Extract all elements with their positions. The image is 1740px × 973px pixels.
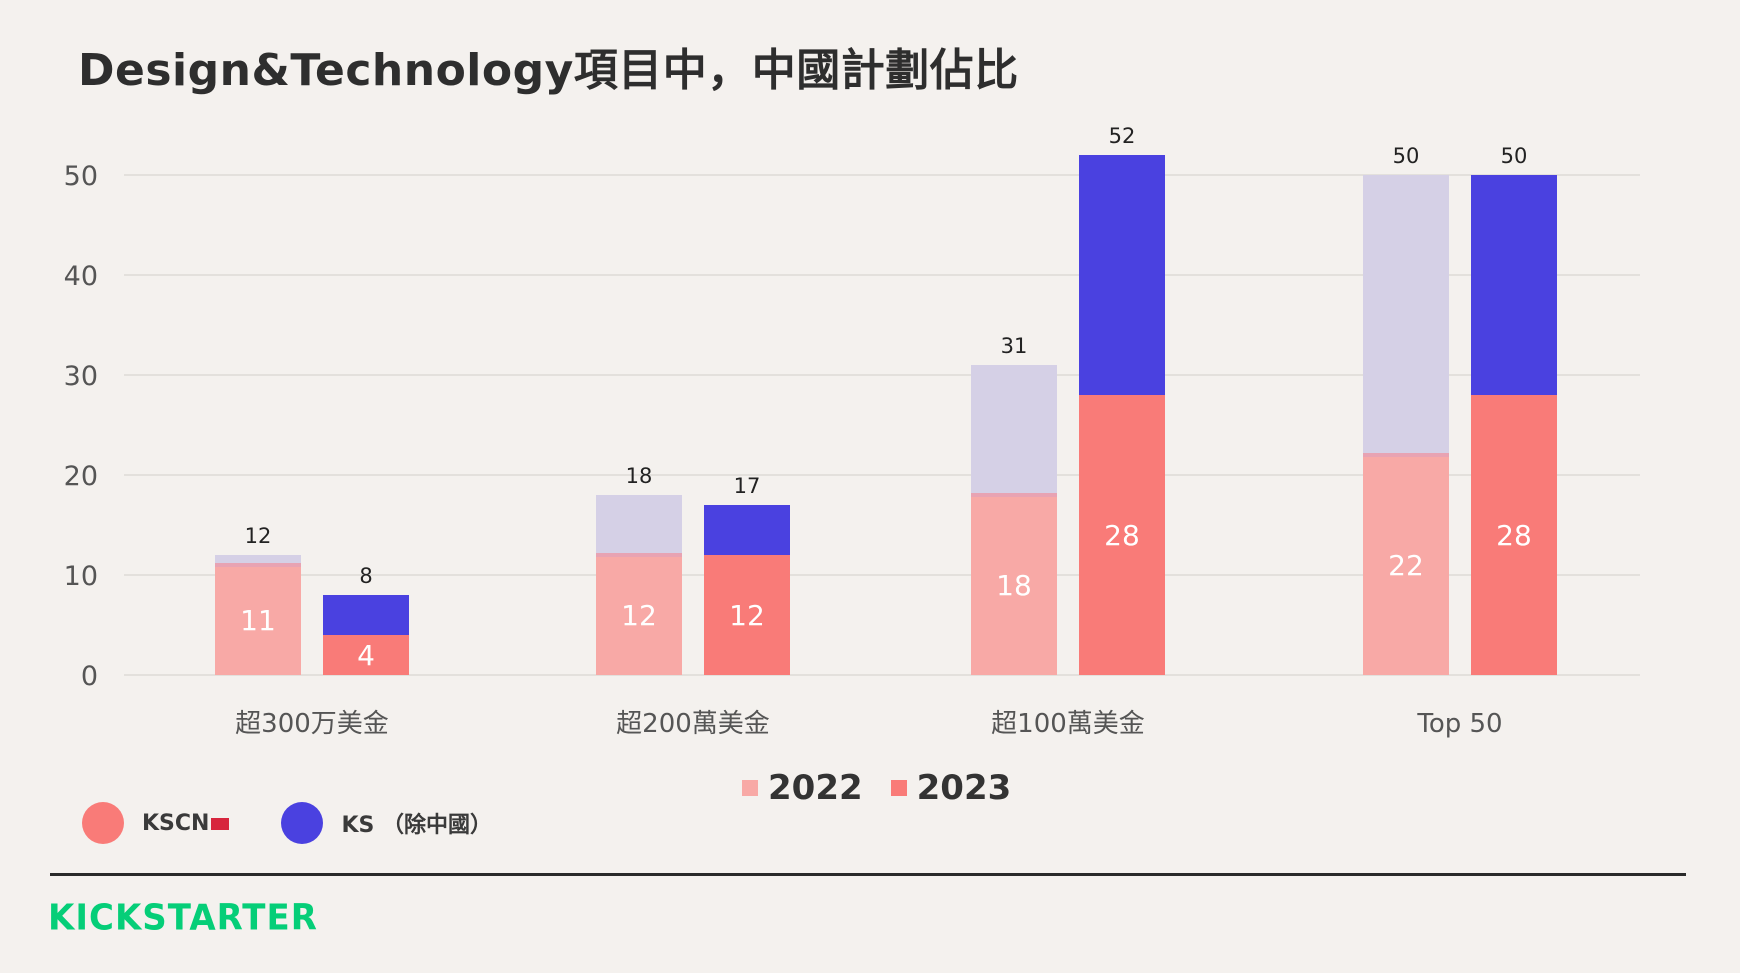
- footer-divider: [50, 873, 1686, 876]
- bar-segment-kscn: [704, 555, 790, 675]
- x-category-label: Top 50: [1416, 709, 1502, 739]
- legend-label-2023: 2023: [916, 768, 1012, 808]
- legend-item-kscn: KSCN: [82, 802, 230, 844]
- bar-value-label-kscn: 12: [621, 599, 657, 632]
- bar-segment-kscn: [1471, 395, 1557, 675]
- bar-value-label-kscn: 28: [1496, 519, 1532, 552]
- bar-segment-divider: [596, 553, 682, 557]
- bar-segment-ks: [1363, 175, 1449, 455]
- china-flag-icon: [211, 817, 230, 830]
- kickstarter-logo: KICKSTARTER: [48, 897, 318, 939]
- bar-segment-ks: [971, 365, 1057, 495]
- bar-total-label: 50: [1501, 144, 1528, 168]
- bar-value-label-kscn: 22: [1388, 549, 1424, 582]
- legend-label-2022: 2022: [768, 768, 863, 808]
- bar-value-label-kscn: 12: [729, 599, 765, 632]
- bar-segment-kscn: [215, 565, 301, 675]
- bar-total-label: 8: [359, 564, 372, 588]
- bar-total-label: 17: [734, 474, 761, 498]
- y-tick-label: 10: [64, 561, 98, 592]
- bar-value-label-kscn: 28: [1104, 519, 1140, 552]
- y-tick-label: 40: [64, 261, 98, 292]
- bar-segment-kscn: [1363, 455, 1449, 675]
- bar-total-label: 18: [626, 464, 653, 488]
- y-tick-label: 30: [64, 361, 98, 392]
- legend-swatch-2022: [742, 780, 758, 796]
- bar-segment-divider: [971, 493, 1057, 497]
- legend-label-ks: KS （除中國）: [341, 813, 493, 838]
- bar-segment-ks: [215, 555, 301, 565]
- bar-segment-kscn: [1079, 395, 1165, 675]
- legend-item-2022: 2022: [742, 768, 863, 808]
- kscn-dot-icon: [82, 802, 124, 844]
- bar-segment-divider: [1363, 453, 1449, 457]
- legend-item-ks: KS （除中國）: [281, 802, 492, 844]
- x-category-label: 超200萬美金: [616, 709, 770, 739]
- bar-segment-kscn: [596, 555, 682, 675]
- y-tick-label: 50: [64, 161, 98, 192]
- legend-item-2023: 2023: [890, 768, 1012, 808]
- bar-segment-ks: [596, 495, 682, 555]
- region-legend: KSCN KS （除中國）: [82, 802, 492, 844]
- chart-title: Design&Technology項目中，中國計劃佔比: [78, 45, 1019, 96]
- x-category-label: 超300万美金: [235, 709, 389, 739]
- bar-segment-divider: [215, 563, 301, 567]
- x-category-label: 超100萬美金: [991, 709, 1145, 739]
- bar-segment-ks: [323, 595, 409, 635]
- y-tick-label: 0: [81, 661, 98, 692]
- bar-segment-kscn: [971, 495, 1057, 675]
- year-legend: 2022 2023: [742, 768, 1011, 808]
- bar-total-label: 12: [245, 524, 272, 548]
- bar-segment-ks: [704, 505, 790, 555]
- legend-swatch-2023: [890, 780, 907, 796]
- ks-dot-icon: [281, 802, 324, 844]
- bar-total-label: 50: [1393, 144, 1420, 168]
- bar-total-label: 31: [1001, 334, 1028, 358]
- bar-total-label: 52: [1109, 124, 1136, 148]
- bar-segment-ks: [1471, 175, 1557, 395]
- bar-value-label-kscn: 11: [240, 604, 276, 637]
- bar-value-label-kscn: 18: [996, 569, 1032, 602]
- bar-value-label-kscn: 4: [357, 639, 375, 672]
- y-tick-label: 20: [64, 461, 98, 492]
- bar-segment-kscn: [323, 635, 409, 675]
- bar-segment-ks: [1079, 155, 1165, 395]
- legend-label-kscn: KSCN: [142, 810, 210, 836]
